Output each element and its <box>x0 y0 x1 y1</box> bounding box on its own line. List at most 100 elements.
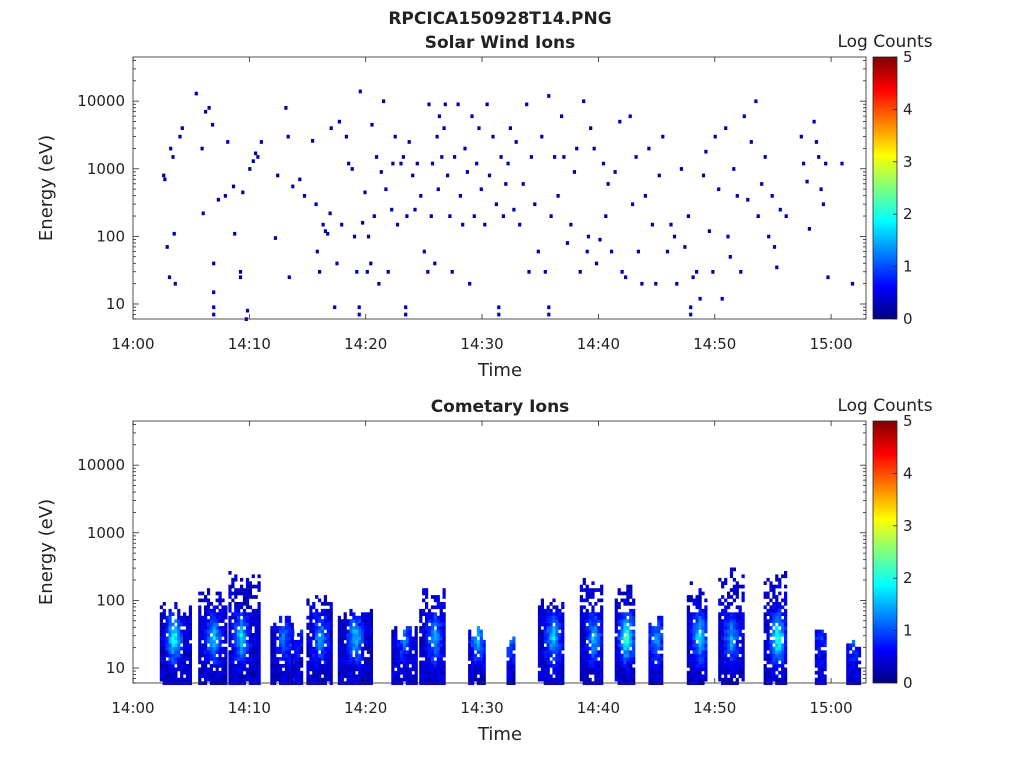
heatmap-cell <box>346 633 350 637</box>
heatmap-cell <box>366 626 371 630</box>
heatmap-cell <box>251 660 255 665</box>
heatmap-cell <box>695 677 699 682</box>
heatmap-cell <box>391 677 395 682</box>
heatmap-cell <box>215 633 219 637</box>
heatmap-cell <box>439 670 443 675</box>
heatmap-cell <box>561 619 565 623</box>
heatmap-cell <box>695 657 699 661</box>
heatmap-cell <box>632 650 636 654</box>
heatmap-cell <box>433 650 437 654</box>
heatmap-cell <box>769 670 773 675</box>
heatmap-cell <box>306 639 310 644</box>
heatmap-cell <box>234 574 238 579</box>
heatmap-cell <box>209 615 213 620</box>
heatmap-cell <box>588 591 592 596</box>
heatmap-cell <box>471 636 475 641</box>
heatmap-cell <box>401 155 405 159</box>
heatmap-cell <box>648 677 652 682</box>
heatmap-cell <box>600 615 604 620</box>
heatmap-cell <box>626 664 630 668</box>
heatmap-cell <box>476 660 480 665</box>
heatmap-cell <box>237 591 241 596</box>
heatmap-cell <box>735 194 739 198</box>
heatmap-cell <box>245 605 250 610</box>
heatmap-cell <box>698 622 702 627</box>
heatmap-cell <box>770 194 774 198</box>
heatmap-cell <box>442 639 446 644</box>
heatmap-cell <box>352 643 356 648</box>
heatmap-cell <box>784 214 788 218</box>
heatmap-cell <box>463 146 467 151</box>
heatmap-cell <box>251 595 255 599</box>
heatmap-cell <box>552 598 556 603</box>
heatmap-cell <box>555 664 559 668</box>
heatmap-cell <box>273 639 277 644</box>
heatmap-cell <box>727 636 731 641</box>
heatmap-cell <box>174 643 178 648</box>
heatmap-cell <box>512 657 516 661</box>
heatmap-cell <box>623 670 627 675</box>
heatmap-cell <box>352 629 356 634</box>
heatmap-cell <box>724 643 728 648</box>
heatmap-cell <box>159 653 163 658</box>
heatmap-cell <box>594 615 598 620</box>
heatmap-cell <box>315 622 319 627</box>
heatmap-cell <box>692 677 696 682</box>
heatmap-cell <box>366 660 371 665</box>
heatmap-cell <box>369 660 373 665</box>
heatmap-cell <box>476 639 480 644</box>
heatmap-cell <box>391 633 395 637</box>
heatmap-cell <box>340 643 344 648</box>
heatmap-cell <box>626 619 630 623</box>
heatmap-cell <box>312 612 316 616</box>
heatmap-cell <box>629 657 633 661</box>
heatmap-cell <box>323 615 327 620</box>
heatmap-cell <box>476 650 480 654</box>
heatmap-cell <box>414 677 418 682</box>
heatmap-cell <box>411 636 415 641</box>
heatmap-cell <box>704 629 708 634</box>
heatmap-cell <box>352 667 356 672</box>
heatmap-cell <box>361 653 365 658</box>
heatmap-cell <box>586 234 590 239</box>
heatmap-cell <box>727 612 731 616</box>
heatmap-cell <box>648 660 652 665</box>
heatmap-cell <box>651 674 655 679</box>
heatmap-cell <box>240 605 244 610</box>
heatmap-cell <box>248 650 252 654</box>
heatmap-cell <box>778 657 782 661</box>
heatmap-cell <box>240 670 244 675</box>
heatmap-cell <box>654 667 658 672</box>
heatmap-cell <box>442 588 446 592</box>
heatmap-cell <box>318 626 322 630</box>
heatmap-cell <box>326 636 330 641</box>
heatmap-cell <box>766 657 770 661</box>
heatmap-cell <box>784 612 788 616</box>
heatmap-cell <box>854 657 859 661</box>
heatmap-cell <box>704 677 708 682</box>
heatmap-cell <box>698 633 702 637</box>
heatmap-cell <box>562 155 566 159</box>
heatmap-cell <box>617 612 621 616</box>
heatmap-cell <box>315 643 319 648</box>
heatmap-cell <box>177 653 181 658</box>
heatmap-cell <box>468 646 472 651</box>
heatmap-cell <box>561 629 565 634</box>
heatmap-cell <box>358 670 362 675</box>
heatmap-cell <box>543 626 547 630</box>
heatmap-cell <box>436 670 440 675</box>
heatmap-cell <box>439 664 443 668</box>
heatmap-cell <box>212 615 216 620</box>
heatmap-cell <box>427 667 432 672</box>
heatmap-cell <box>741 670 745 675</box>
heatmap-cell <box>237 653 241 658</box>
heatmap-cell <box>692 639 696 644</box>
heatmap-cell <box>329 660 333 665</box>
heatmap-cell <box>433 660 437 665</box>
heatmap-cell <box>617 677 621 682</box>
heatmap-cell <box>778 622 782 627</box>
heatmap-cell <box>329 639 333 644</box>
heatmap-cell <box>692 667 696 672</box>
heatmap-cell <box>391 643 395 648</box>
heatmap-cell <box>323 650 327 654</box>
